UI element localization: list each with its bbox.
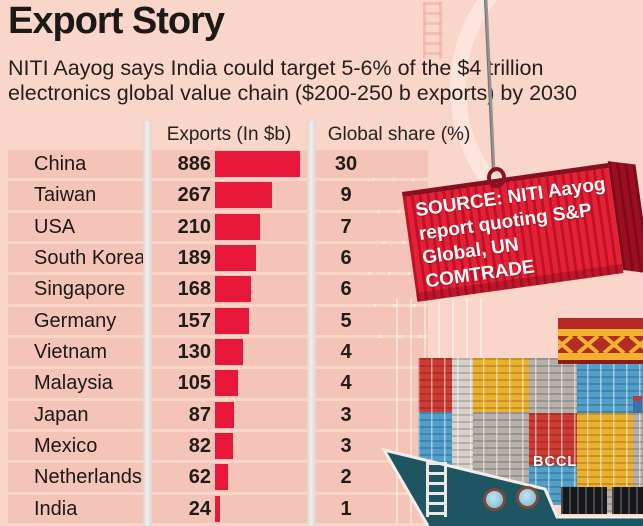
country-label: Vietnam <box>34 340 108 363</box>
mini-crane-decor <box>633 396 642 413</box>
deck-container-black <box>612 487 643 514</box>
global-share-value: 6 <box>340 278 352 301</box>
ship-hull <box>380 447 643 526</box>
country-label: China <box>34 153 87 175</box>
country-label: Germany <box>34 309 117 332</box>
exports-bar <box>215 401 234 428</box>
exports-value: 189 <box>177 246 211 269</box>
exports-bar <box>215 213 260 240</box>
table-row: USA 210 7 <box>8 212 428 242</box>
country-label: Netherlands <box>34 466 142 489</box>
table-row: Mexico 82 3 <box>8 431 428 461</box>
gantry-crane-beam <box>558 318 643 364</box>
exports-bar <box>215 432 233 459</box>
exports-value: 157 <box>177 309 211 332</box>
global-share-value: 3 <box>340 403 352 426</box>
table-row: India 24 1 <box>8 494 428 524</box>
country-label: Taiwan <box>34 184 97 207</box>
deck-container-black <box>561 487 607 514</box>
country-label: Japan <box>34 403 89 426</box>
table-row: Netherlands 62 2 <box>8 463 428 492</box>
table-row: Malaysia 105 4 <box>8 369 428 398</box>
table-row: Japan 87 3 <box>8 400 428 430</box>
column-divider-right <box>307 121 316 526</box>
table-row: Germany 157 5 <box>8 306 428 336</box>
exports-value: 24 <box>188 497 211 520</box>
photo-credit: BCCL <box>533 454 578 470</box>
exports-value: 130 <box>177 340 211 363</box>
crane-hook-ring <box>487 167 506 188</box>
exports-bar <box>215 151 300 177</box>
exports-value: 168 <box>177 278 211 301</box>
global-share-value: 5 <box>340 309 352 332</box>
global-share-value: 4 <box>340 340 352 363</box>
exports-bar <box>215 495 220 522</box>
ship-ladder <box>426 462 447 517</box>
global-share-value: 4 <box>340 372 352 395</box>
exports-value: 210 <box>177 215 211 238</box>
faint-crane-mast-decor <box>423 2 442 58</box>
country-label: USA <box>34 215 76 238</box>
country-label: India <box>34 497 78 520</box>
porthole <box>483 488 506 511</box>
global-share-value: 9 <box>340 184 352 207</box>
exports-value: 82 <box>188 434 211 457</box>
porthole <box>516 486 539 509</box>
crane-cable <box>484 0 496 173</box>
exports-value: 267 <box>177 184 211 207</box>
country-label: South Korea <box>34 246 146 269</box>
column-divider-left <box>143 121 152 526</box>
global-share-value: 2 <box>340 466 352 489</box>
table-row: South Korea 189 6 <box>8 243 428 273</box>
global-share-value: 3 <box>340 434 352 457</box>
global-share-value: 30 <box>334 153 358 175</box>
share-column-header: Global share (%) <box>327 124 471 145</box>
exports-bar <box>215 182 272 209</box>
table-row: China 886 30 <box>8 150 428 179</box>
exports-column-header: Exports (In $b) <box>166 124 292 145</box>
page-subtitle: NITI Aayog says India could target 5-6% … <box>8 56 577 106</box>
table-row: Singapore 168 6 <box>8 275 428 304</box>
exports-value: 105 <box>177 372 211 395</box>
country-label: Malaysia <box>34 372 113 395</box>
exports-bar <box>215 276 251 303</box>
global-share-value: 7 <box>340 215 352 238</box>
exports-bar <box>215 338 243 365</box>
country-label: Singapore <box>34 278 126 301</box>
global-share-value: 6 <box>340 246 352 269</box>
table-row: Taiwan 267 9 <box>8 181 428 210</box>
global-share-value: 1 <box>340 497 352 520</box>
subtitle-line2: electronics global value chain ($200-250… <box>8 81 577 105</box>
exports-value: 62 <box>188 466 211 489</box>
exports-bar <box>215 244 256 271</box>
exports-bar <box>215 307 249 334</box>
exports-value: 87 <box>188 403 211 426</box>
page-title: Export Story <box>8 0 225 42</box>
subtitle-line1: NITI Aayog says India could target 5-6% … <box>8 56 544 80</box>
exports-bar <box>215 464 228 491</box>
country-table: China 886 30 Taiwan 267 9 USA 210 7 South Korea 18… <box>0 150 643 526</box>
exports-value: 886 <box>177 153 211 175</box>
table-row: Vietnam 130 4 <box>8 337 428 367</box>
exports-bar <box>215 370 238 397</box>
country-label: Mexico <box>34 434 98 457</box>
